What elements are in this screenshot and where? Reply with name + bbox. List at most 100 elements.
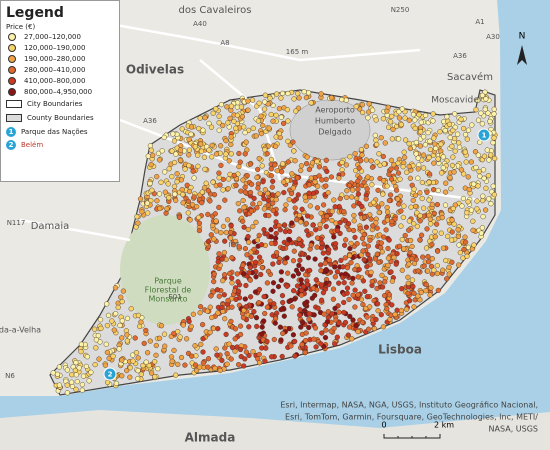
price-point bbox=[325, 314, 331, 321]
price-point bbox=[302, 194, 308, 200]
price-point bbox=[73, 360, 79, 366]
price-point bbox=[245, 98, 251, 104]
price-point bbox=[115, 304, 121, 311]
price-point bbox=[256, 300, 262, 306]
price-point bbox=[259, 331, 265, 337]
price-point bbox=[397, 176, 403, 182]
price-point bbox=[421, 134, 427, 140]
price-point bbox=[299, 206, 305, 212]
price-point bbox=[375, 308, 381, 314]
price-point bbox=[120, 288, 127, 294]
map-label: E01 bbox=[168, 293, 181, 301]
price-point bbox=[426, 259, 432, 265]
price-point bbox=[491, 192, 498, 198]
price-point bbox=[490, 183, 496, 189]
price-point bbox=[425, 268, 431, 274]
price-point bbox=[465, 127, 472, 133]
price-point bbox=[156, 191, 163, 197]
price-point bbox=[381, 178, 387, 184]
price-point bbox=[317, 221, 323, 228]
price-point bbox=[271, 301, 277, 307]
price-point bbox=[286, 197, 292, 203]
price-point bbox=[227, 229, 234, 236]
price-point bbox=[64, 367, 71, 373]
price-point bbox=[159, 148, 165, 154]
price-point bbox=[119, 335, 125, 341]
price-point bbox=[284, 283, 290, 289]
price-point bbox=[314, 244, 320, 250]
price-point bbox=[361, 257, 367, 263]
price-point bbox=[207, 198, 213, 204]
price-point bbox=[145, 350, 151, 356]
price-point bbox=[320, 250, 326, 256]
price-point bbox=[337, 220, 343, 226]
price-point bbox=[280, 330, 286, 337]
price-point bbox=[255, 185, 261, 191]
price-point bbox=[135, 368, 141, 374]
price-point bbox=[124, 338, 130, 344]
price-point bbox=[248, 208, 255, 214]
map-label: A8 bbox=[220, 39, 229, 47]
price-point bbox=[69, 372, 75, 378]
legend-item: 2 Belém bbox=[6, 138, 114, 151]
price-point bbox=[423, 288, 429, 294]
price-point bbox=[477, 139, 483, 145]
price-point bbox=[152, 374, 158, 380]
price-point bbox=[379, 272, 385, 279]
price-point bbox=[237, 346, 244, 353]
price-point bbox=[411, 221, 417, 227]
price-point bbox=[351, 218, 357, 224]
price-point bbox=[196, 125, 202, 132]
price-point bbox=[106, 355, 112, 362]
legend-symbol bbox=[6, 114, 22, 122]
price-point bbox=[164, 206, 170, 212]
price-point bbox=[378, 240, 384, 246]
price-point bbox=[303, 330, 309, 336]
price-point bbox=[184, 336, 190, 342]
price-point bbox=[157, 205, 163, 212]
price-point bbox=[102, 362, 109, 368]
price-point bbox=[314, 205, 321, 211]
price-point bbox=[401, 246, 407, 252]
price-point bbox=[386, 237, 392, 243]
price-point bbox=[350, 275, 356, 282]
map-label: Odivelas bbox=[126, 63, 184, 77]
price-point bbox=[428, 285, 434, 291]
price-point bbox=[382, 140, 388, 146]
price-point bbox=[313, 277, 319, 283]
price-point bbox=[438, 141, 444, 147]
price-point bbox=[171, 183, 178, 190]
price-point bbox=[161, 134, 167, 141]
price-point bbox=[250, 224, 256, 230]
price-point bbox=[168, 354, 175, 360]
price-point bbox=[478, 230, 485, 236]
price-point bbox=[257, 200, 263, 207]
price-point bbox=[479, 92, 486, 98]
price-point bbox=[315, 183, 321, 189]
price-point bbox=[226, 341, 232, 347]
price-point bbox=[407, 175, 414, 181]
price-point bbox=[285, 138, 291, 144]
price-point bbox=[74, 379, 80, 385]
price-point bbox=[154, 198, 160, 204]
price-point bbox=[352, 151, 358, 157]
price-point bbox=[148, 147, 154, 153]
price-point bbox=[218, 143, 224, 149]
price-point bbox=[141, 340, 147, 347]
price-point bbox=[291, 148, 297, 154]
price-point bbox=[215, 326, 221, 332]
price-point bbox=[479, 225, 486, 231]
price-point bbox=[421, 152, 427, 158]
price-point bbox=[424, 226, 430, 232]
price-point bbox=[180, 191, 186, 198]
price-point bbox=[247, 264, 253, 271]
price-point bbox=[316, 164, 323, 170]
price-point bbox=[428, 221, 434, 227]
price-point bbox=[260, 122, 266, 129]
price-point bbox=[229, 280, 235, 286]
price-point bbox=[386, 198, 393, 204]
price-point bbox=[244, 252, 250, 258]
price-point bbox=[256, 155, 262, 162]
price-point bbox=[322, 260, 328, 266]
price-point bbox=[429, 241, 435, 248]
